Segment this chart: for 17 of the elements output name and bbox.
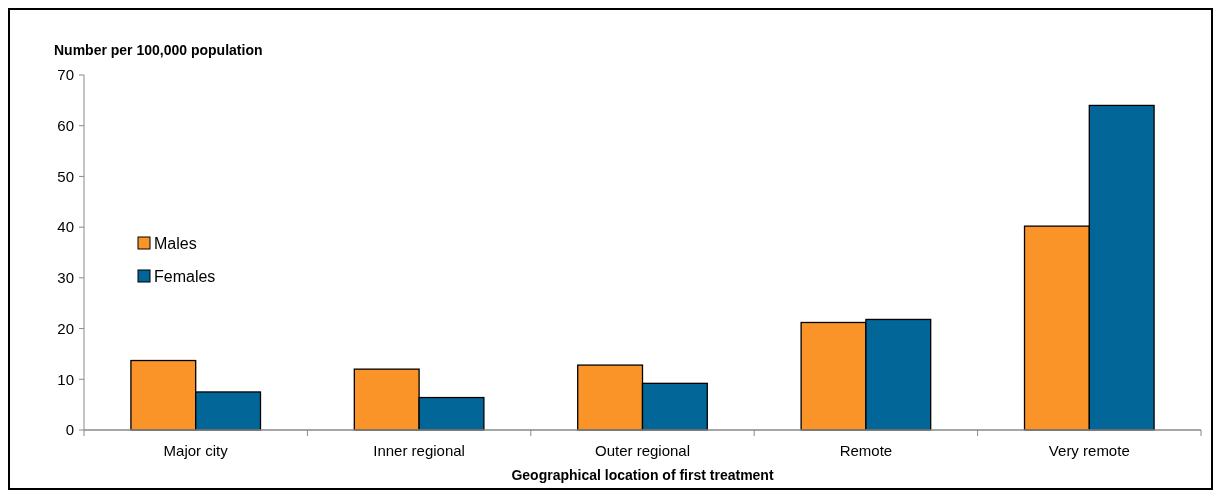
- y-tick-label: 60: [57, 116, 74, 134]
- x-tick-label: Inner regional: [373, 442, 465, 459]
- y-tick-label: 30: [57, 269, 74, 287]
- y-tick-label: 20: [57, 319, 74, 337]
- legend-label: Females: [154, 267, 216, 285]
- x-tick-label: Remote: [839, 442, 893, 459]
- y-tick-label: 50: [57, 167, 74, 185]
- x-axis-title: Geographical location of first treatment: [511, 467, 774, 483]
- x-tick-label: Major city: [163, 442, 229, 459]
- y-axis-title: Number per 100,000 population: [54, 42, 263, 58]
- x-tick-label: Very remote: [1048, 442, 1130, 459]
- y-tick-label: 10: [57, 370, 74, 388]
- legend-label: Males: [154, 234, 197, 252]
- x-tick-label: Outer regional: [594, 442, 691, 459]
- y-tick-label: 40: [57, 218, 74, 236]
- y-tick-label: 70: [57, 66, 74, 84]
- y-tick-label: 0: [65, 421, 74, 439]
